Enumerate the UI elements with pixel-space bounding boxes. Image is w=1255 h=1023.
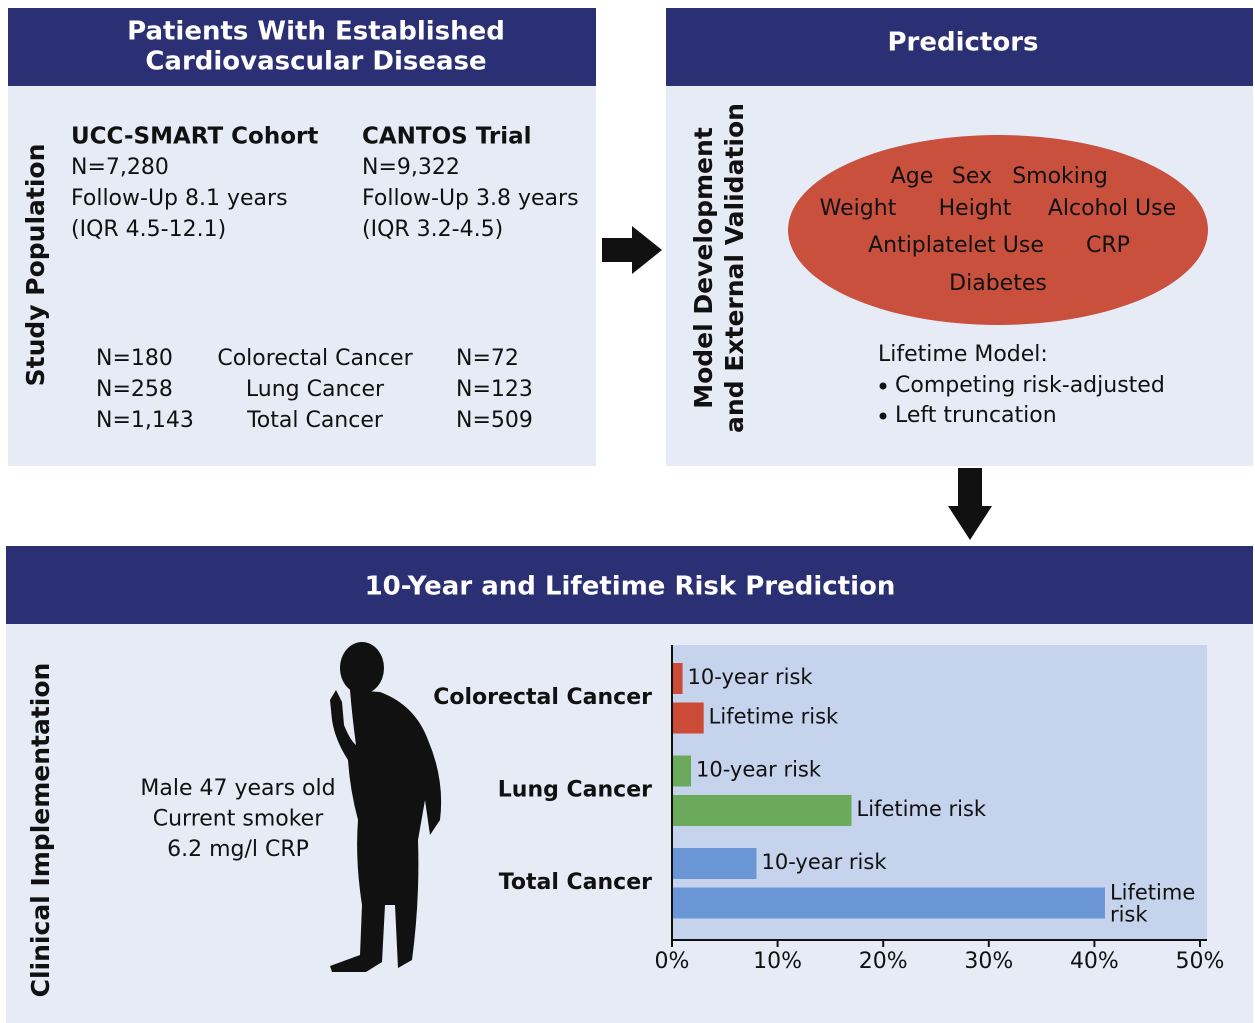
- outcome-n: N=258: [96, 377, 173, 402]
- cohort-detail: (IQR 4.5-12.1): [71, 217, 226, 242]
- bullet: [879, 382, 887, 390]
- bar-label: 10-year risk: [688, 665, 814, 689]
- predictor: Alcohol Use: [1048, 196, 1176, 221]
- bar: [672, 702, 704, 734]
- category-label: Colorectal Cancer: [433, 685, 652, 710]
- model-title: Lifetime Model:: [878, 342, 1048, 367]
- cohort-detail: (IQR 3.2-4.5): [362, 217, 503, 242]
- outcome-name: Total Cancer: [246, 408, 384, 433]
- person-silhouette: [330, 642, 442, 972]
- bar-label: Lifetime risk: [857, 797, 987, 821]
- bar: [672, 887, 1105, 919]
- x-tick-label: 50%: [1176, 949, 1225, 974]
- bar: [672, 663, 683, 694]
- x-tick-label: 0%: [655, 949, 690, 974]
- category-label: Total Cancer: [499, 870, 652, 895]
- bar-label: 10-year risk: [761, 850, 887, 874]
- patient-detail: 6.2 mg/l CRP: [167, 837, 309, 862]
- outcome-n: N=123: [456, 377, 533, 402]
- model-bullet: Left truncation: [895, 403, 1057, 428]
- patient-detail: Male 47 years old: [140, 776, 335, 801]
- predictor: Sex: [952, 164, 992, 189]
- cohort-detail: Follow-Up 3.8 years: [362, 186, 579, 211]
- outcome-n: N=180: [96, 346, 173, 371]
- model-bullet: Competing risk-adjusted: [895, 373, 1165, 398]
- side-label: Study Population: [21, 144, 50, 387]
- bar-label: Lifetime risk: [709, 705, 839, 729]
- arrow-right: [602, 226, 662, 274]
- predictors-title: Predictors: [887, 28, 1038, 58]
- study-title: Cardiovascular Disease: [145, 47, 486, 77]
- implementation-header: [6, 546, 1253, 624]
- side-label: Model Development: [689, 127, 718, 409]
- outcome-n: N=1,143: [96, 408, 194, 433]
- outcome-name: Lung Cancer: [246, 377, 385, 402]
- predictor: Antiplatelet Use: [868, 233, 1044, 258]
- predictor: Height: [939, 196, 1012, 221]
- bullet: [879, 412, 887, 420]
- cohort-detail: Follow-Up 8.1 years: [71, 186, 288, 211]
- predictor: Diabetes: [949, 271, 1047, 296]
- cohort-detail: N=7,280: [71, 155, 169, 180]
- bar: [672, 848, 757, 879]
- predictor: CRP: [1086, 233, 1130, 258]
- implementation-title: 10-Year and Lifetime Risk Prediction: [365, 572, 896, 602]
- arrow-down: [948, 468, 992, 540]
- x-tick-label: 20%: [859, 949, 908, 974]
- x-tick-label: 40%: [1070, 949, 1119, 974]
- side-label: Clinical Implementation: [26, 663, 55, 998]
- study-header: [8, 8, 596, 86]
- outcome-n: N=72: [456, 346, 519, 371]
- cohort-name: UCC-SMART Cohort: [71, 124, 318, 150]
- bar: [672, 755, 692, 787]
- cohort-name: CANTOS Trial: [362, 124, 532, 150]
- bar-label: Lifetime risk: [1110, 881, 1195, 927]
- x-tick-label: 10%: [753, 949, 802, 974]
- predictor: Age: [891, 164, 934, 189]
- bar-label: 10-year risk: [696, 758, 822, 782]
- predictors-header: [666, 8, 1253, 86]
- study-title: Patients With Established: [127, 17, 505, 47]
- outcome-name: Colorectal Cancer: [217, 346, 413, 371]
- predictor-ellipse: [788, 135, 1208, 325]
- predictor: Weight: [820, 196, 897, 221]
- x-tick-label: 30%: [964, 949, 1013, 974]
- predictor: Smoking: [1012, 164, 1108, 189]
- side-label: and External Validation: [720, 103, 749, 433]
- cohort-detail: N=9,322: [362, 155, 460, 180]
- outcome-n: N=509: [456, 408, 533, 433]
- category-label: Lung Cancer: [498, 778, 652, 803]
- patient-detail: Current smoker: [153, 807, 324, 832]
- bar: [672, 795, 852, 826]
